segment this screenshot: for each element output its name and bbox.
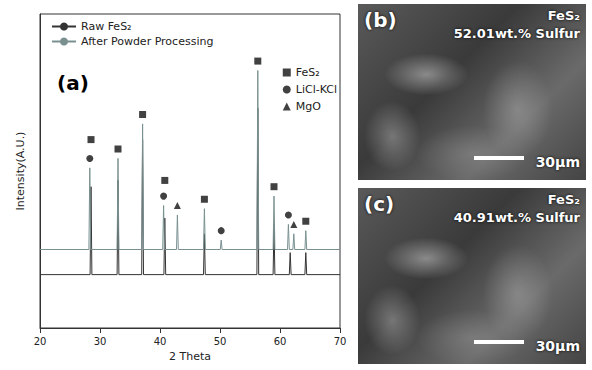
html-text:(c): (c) xyxy=(364,192,395,216)
svg-text:2 Theta: 2 Theta xyxy=(169,350,211,363)
svg-text:(a): (a) xyxy=(57,71,89,95)
html-text:52.01wt.% Sulfur: 52.01wt.% Sulfur xyxy=(453,26,580,41)
svg-text:After Powder Processing: After Powder Processing xyxy=(81,35,213,48)
svg-text:LiCl-KCl: LiCl-KCl xyxy=(296,83,337,96)
html-text:30μm: 30μm xyxy=(535,338,580,354)
html-text:(b): (b) xyxy=(364,8,397,32)
html-text:FeS₂: FeS₂ xyxy=(547,8,580,23)
svg-text:Intensity(A.U.): Intensity(A.U.) xyxy=(14,132,27,211)
svg-text:FeS₂: FeS₂ xyxy=(296,66,320,79)
svg-text:Raw FeS₂: Raw FeS₂ xyxy=(81,20,132,33)
svg-text:40: 40 xyxy=(154,336,167,347)
svg-text:20: 20 xyxy=(34,336,47,347)
html-text:40.91wt.% Sulfur: 40.91wt.% Sulfur xyxy=(453,210,580,225)
html-text:30μm: 30μm xyxy=(535,154,580,170)
svg-text:60: 60 xyxy=(274,336,287,347)
svg-text:30: 30 xyxy=(94,336,107,347)
svg-text:70: 70 xyxy=(334,336,347,347)
svg-text:MgO: MgO xyxy=(296,100,321,113)
html-text:FeS₂: FeS₂ xyxy=(547,192,580,207)
svg-text:50: 50 xyxy=(214,336,227,347)
